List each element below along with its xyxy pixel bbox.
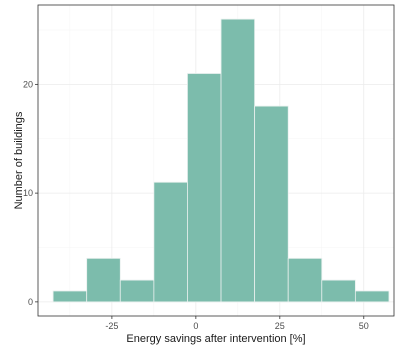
x-tick-label: -25 bbox=[105, 321, 118, 331]
y-tick-label: 10 bbox=[23, 188, 33, 198]
histogram-bar bbox=[119, 279, 155, 303]
histogram-bar bbox=[52, 290, 88, 303]
histogram-bar bbox=[220, 18, 256, 303]
x-tick-label: 25 bbox=[275, 321, 285, 331]
x-axis-ticks: -25 0 25 50 bbox=[105, 316, 369, 331]
histogram-bar bbox=[254, 105, 289, 303]
histogram-bar bbox=[287, 257, 323, 303]
y-tick-label: 20 bbox=[23, 79, 33, 89]
histogram-bar bbox=[354, 290, 390, 303]
histogram-bars bbox=[52, 18, 390, 303]
x-axis-title: Energy savings after intervention [%] bbox=[126, 333, 305, 345]
y-tick-label: 0 bbox=[28, 297, 33, 307]
histogram-bar bbox=[86, 257, 121, 303]
y-axis-ticks: 0 10 20 bbox=[23, 79, 38, 307]
y-axis-title: Number of buildings bbox=[13, 111, 25, 209]
histogram-bar bbox=[321, 279, 356, 303]
x-tick-label: 0 bbox=[193, 321, 198, 331]
x-tick-label: 50 bbox=[359, 321, 369, 331]
histogram-bar bbox=[187, 73, 222, 303]
histogram-bar bbox=[153, 181, 188, 303]
panel-border bbox=[37, 4, 395, 317]
